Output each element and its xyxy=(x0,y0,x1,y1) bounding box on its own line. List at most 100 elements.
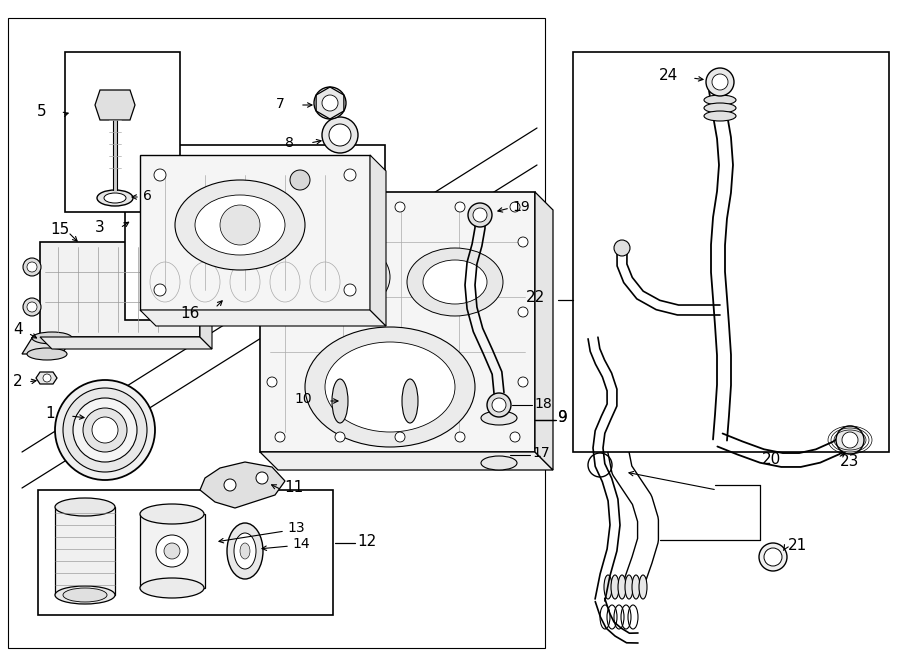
Circle shape xyxy=(344,284,356,296)
Text: 9: 9 xyxy=(558,410,568,426)
Text: 5: 5 xyxy=(38,104,47,120)
Text: 6: 6 xyxy=(143,189,152,203)
Ellipse shape xyxy=(280,239,390,315)
Circle shape xyxy=(335,432,345,442)
Circle shape xyxy=(759,543,787,571)
Bar xyxy=(573,52,889,452)
Ellipse shape xyxy=(55,498,115,516)
Circle shape xyxy=(322,117,358,153)
Text: 19: 19 xyxy=(512,200,530,214)
Bar xyxy=(125,145,385,320)
Circle shape xyxy=(518,377,528,387)
Ellipse shape xyxy=(175,180,305,270)
Text: 18: 18 xyxy=(534,397,552,411)
Circle shape xyxy=(395,432,405,442)
Bar xyxy=(490,418,508,463)
Text: 21: 21 xyxy=(788,539,807,553)
Circle shape xyxy=(23,298,41,316)
Circle shape xyxy=(487,393,511,417)
Ellipse shape xyxy=(234,533,256,569)
Circle shape xyxy=(395,202,405,212)
Circle shape xyxy=(510,202,520,212)
Ellipse shape xyxy=(27,348,67,360)
Ellipse shape xyxy=(639,575,647,599)
Polygon shape xyxy=(55,507,115,595)
Ellipse shape xyxy=(240,543,250,559)
Ellipse shape xyxy=(625,575,633,599)
Polygon shape xyxy=(535,192,553,470)
Text: 7: 7 xyxy=(276,97,285,111)
Circle shape xyxy=(73,398,137,462)
Ellipse shape xyxy=(212,280,248,304)
Text: 11: 11 xyxy=(284,481,303,496)
Circle shape xyxy=(706,68,734,96)
Ellipse shape xyxy=(32,332,72,344)
Circle shape xyxy=(256,472,268,484)
Circle shape xyxy=(455,432,465,442)
Circle shape xyxy=(154,284,166,296)
Circle shape xyxy=(43,374,51,382)
Text: 20: 20 xyxy=(762,453,781,467)
Text: 17: 17 xyxy=(532,446,550,460)
Circle shape xyxy=(468,203,492,227)
Ellipse shape xyxy=(140,504,204,524)
Circle shape xyxy=(55,380,155,480)
Bar xyxy=(40,242,200,337)
Circle shape xyxy=(290,170,310,190)
Circle shape xyxy=(455,202,465,212)
Circle shape xyxy=(510,432,520,442)
Bar xyxy=(65,52,180,212)
Text: 4: 4 xyxy=(13,323,22,338)
Bar xyxy=(340,390,410,412)
Ellipse shape xyxy=(704,111,736,121)
Circle shape xyxy=(764,548,782,566)
Ellipse shape xyxy=(604,575,612,599)
Polygon shape xyxy=(140,310,386,326)
Circle shape xyxy=(344,169,356,181)
Ellipse shape xyxy=(618,575,626,599)
Ellipse shape xyxy=(55,586,115,604)
Text: 12: 12 xyxy=(357,533,376,549)
Text: 13: 13 xyxy=(287,521,304,535)
Polygon shape xyxy=(40,337,212,349)
Circle shape xyxy=(842,432,858,448)
Ellipse shape xyxy=(704,103,736,113)
Polygon shape xyxy=(260,452,553,470)
Circle shape xyxy=(224,479,236,491)
Text: 10: 10 xyxy=(294,392,312,406)
Text: 23: 23 xyxy=(840,455,860,469)
Text: 2: 2 xyxy=(13,373,22,389)
Text: 14: 14 xyxy=(292,537,310,551)
Ellipse shape xyxy=(481,456,517,470)
Circle shape xyxy=(267,237,277,247)
Ellipse shape xyxy=(140,578,204,598)
Ellipse shape xyxy=(220,205,260,245)
Ellipse shape xyxy=(423,260,487,304)
Ellipse shape xyxy=(402,379,418,423)
Circle shape xyxy=(836,426,864,454)
Circle shape xyxy=(267,377,277,387)
Ellipse shape xyxy=(63,588,107,602)
Ellipse shape xyxy=(218,284,242,300)
Ellipse shape xyxy=(305,327,475,447)
Circle shape xyxy=(518,307,528,317)
Polygon shape xyxy=(200,242,212,349)
Ellipse shape xyxy=(481,411,517,425)
Polygon shape xyxy=(140,514,205,588)
Text: 3: 3 xyxy=(95,221,105,235)
Circle shape xyxy=(23,258,41,276)
Text: 22: 22 xyxy=(526,290,545,305)
Circle shape xyxy=(335,202,345,212)
Polygon shape xyxy=(95,90,135,120)
Text: 16: 16 xyxy=(181,305,200,321)
Circle shape xyxy=(518,237,528,247)
Circle shape xyxy=(492,398,506,412)
Circle shape xyxy=(314,87,346,119)
Circle shape xyxy=(27,302,37,312)
Text: 1: 1 xyxy=(45,407,55,422)
Ellipse shape xyxy=(297,252,373,302)
Circle shape xyxy=(473,208,487,222)
Ellipse shape xyxy=(704,95,736,105)
Ellipse shape xyxy=(632,575,640,599)
Ellipse shape xyxy=(156,535,188,567)
